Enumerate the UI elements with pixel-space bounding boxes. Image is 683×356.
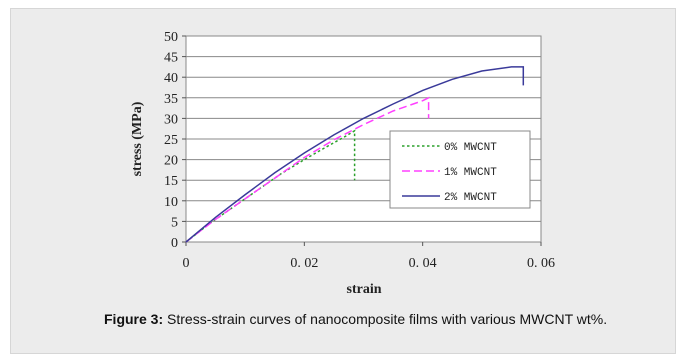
x-tick-label: 0. 04 [409, 256, 437, 271]
y-axis-title: stress (MPa) [130, 101, 145, 176]
series-line-2 [185, 96, 430, 243]
y-tick-label: 35 [164, 92, 178, 107]
y-tick-label: 5 [171, 215, 178, 230]
series-line-1 [185, 129, 356, 243]
legend-label-1: 0% MWCNT [444, 142, 497, 154]
y-tick-label: 10 [164, 195, 178, 210]
legend-label-3: 2% MWCNT [444, 192, 497, 204]
y-tick-label: 30 [164, 112, 178, 127]
legend-label-2: 1% MWCNT [444, 167, 497, 179]
x-tick-labels: 0 0. 02 0. 04 0. 06 [183, 242, 555, 271]
legend-box [389, 130, 531, 209]
caption-text: Stress-strain curves of nanocomposite fi… [163, 311, 608, 327]
legend: 0% MWCNT 1% MWCNT 2% MWCNT [389, 130, 531, 209]
y-tick-label: 25 [164, 133, 178, 148]
figure-caption: Figure 3: Stress-strain curves of nanoco… [104, 310, 660, 329]
y-tick-label: 45 [164, 51, 178, 66]
y-tick-label: 20 [164, 154, 178, 169]
y-tick-labels: 0 5 10 15 20 25 30 35 40 45 50 [164, 30, 186, 251]
y-tick-label: 40 [164, 71, 178, 86]
x-tick-label: 0 [183, 256, 190, 271]
y-tick-label: 0 [171, 236, 178, 251]
x-tick-label: 0. 02 [290, 256, 318, 271]
x-tick-label: 0. 06 [527, 256, 555, 271]
series-line-3 [185, 66, 525, 243]
stress-strain-chart: 0 5 10 15 20 25 30 35 40 45 50 0 0. 02 0. 04 0. 06 st… [130, 30, 555, 297]
y-tick-label: 50 [164, 30, 178, 45]
y-tick-label: 15 [164, 174, 178, 189]
series-lines [185, 66, 525, 243]
x-axis-title: strain [347, 282, 382, 297]
caption-label: Figure 3: [104, 311, 164, 327]
